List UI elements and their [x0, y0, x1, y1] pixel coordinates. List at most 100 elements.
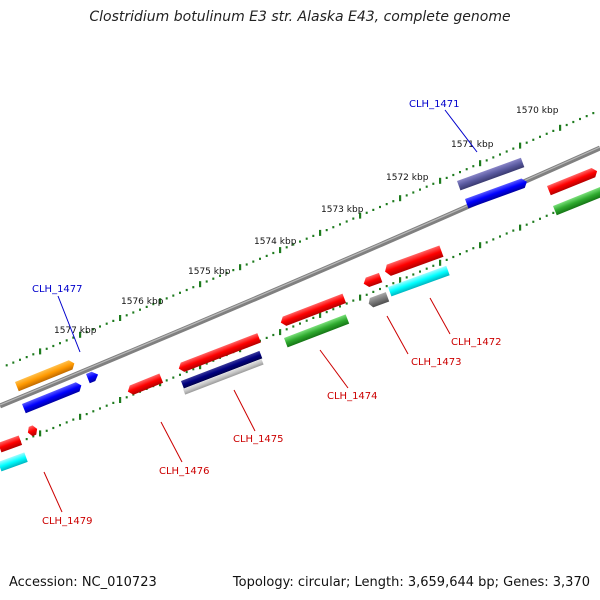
minor-tick: [92, 410, 95, 413]
gene-blue-1471b[interactable]: [465, 177, 529, 209]
minor-tick: [452, 173, 455, 177]
gene-label-clh-1473[interactable]: CLH_1473: [411, 357, 462, 368]
gene-clh-1474[interactable]: [284, 314, 350, 348]
major-tick: [119, 315, 122, 321]
gene-label-clh-1474[interactable]: CLH_1474: [327, 391, 378, 402]
gene-label-clh-1475[interactable]: CLH_1475: [233, 434, 284, 445]
gene-clh-1477[interactable]: [86, 370, 100, 384]
minor-tick: [385, 203, 388, 206]
gene-blue[interactable]: [22, 381, 83, 414]
major-tick: [199, 363, 202, 370]
gene-label-clh-1476[interactable]: CLH_1476: [159, 466, 210, 477]
minor-tick: [179, 291, 181, 294]
minor-tick: [59, 424, 61, 427]
minor-tick: [72, 418, 75, 421]
major-tick: [319, 311, 322, 318]
minor-tick: [305, 237, 308, 240]
gene-label-clh-1479[interactable]: CLH_1479: [42, 516, 93, 527]
minor-tick: [172, 376, 175, 379]
minor-tick: [272, 251, 275, 255]
map-title: Clostridium botulinum E3 str. Alaska E43…: [89, 9, 511, 25]
minor-tick: [552, 129, 555, 132]
minor-tick: [365, 211, 368, 214]
minor-tick: [432, 182, 435, 185]
major-tick: [439, 259, 442, 266]
major-tick: [39, 430, 42, 437]
minor-tick: [185, 288, 188, 292]
gene-silver[interactable]: [183, 358, 264, 395]
gene-label-clh-1472[interactable]: CLH_1472: [451, 337, 502, 348]
minor-tick: [252, 260, 255, 263]
minor-tick: [305, 319, 308, 322]
minor-tick: [65, 339, 68, 342]
gene-red-right[interactable]: [547, 167, 599, 196]
major-tick: [479, 242, 482, 249]
major-tick: [39, 348, 42, 355]
minor-tick: [105, 322, 108, 325]
minor-tick: [412, 273, 415, 276]
inner-tick-row: [5, 194, 595, 449]
gene-clh-1471[interactable]: [457, 157, 525, 191]
gene-clh-1479[interactable]: [0, 452, 28, 472]
gene-clh-1476[interactable]: [126, 373, 164, 397]
minor-tick: [425, 185, 428, 188]
major-tick: [519, 142, 522, 149]
gene-red-small-1473[interactable]: [362, 272, 383, 289]
kbp-label: 1570 kbp: [516, 106, 559, 116]
gene-navy[interactable]: [181, 350, 263, 389]
minor-tick: [339, 305, 341, 308]
gene-red-left[interactable]: [0, 435, 23, 453]
minor-tick: [292, 243, 295, 246]
major-tick: [159, 298, 162, 305]
major-tick: [439, 177, 442, 184]
minor-tick: [512, 147, 515, 150]
major-tick: [359, 212, 362, 219]
minor-tick: [592, 112, 595, 115]
kbp-label: 1575 kbp: [188, 267, 231, 277]
minor-tick: [539, 135, 541, 138]
minor-tick: [112, 319, 115, 322]
gene-orange[interactable]: [15, 359, 76, 392]
minor-tick: [285, 328, 288, 331]
major-tick: [239, 264, 242, 271]
minor-tick: [532, 220, 535, 223]
minor-tick: [65, 421, 68, 424]
minor-tick: [312, 316, 315, 319]
minor-tick: [412, 191, 415, 194]
minor-tick: [525, 141, 528, 144]
gene-clh-1472[interactable]: [388, 265, 450, 297]
major-tick: [399, 195, 402, 202]
minor-tick: [372, 290, 375, 293]
minor-tick: [545, 214, 548, 217]
minor-tick: [45, 429, 48, 432]
major-tick: [399, 277, 402, 284]
minor-tick: [32, 435, 35, 438]
minor-tick: [232, 269, 235, 272]
gene-red-small-left[interactable]: [26, 424, 39, 437]
minor-tick: [325, 229, 328, 232]
minor-tick: [85, 413, 88, 416]
minor-tick: [499, 153, 501, 156]
gene-clh-1475[interactable]: [177, 333, 261, 373]
minor-tick: [532, 138, 535, 141]
minor-tick: [165, 379, 168, 382]
gene-red-1472[interactable]: [383, 245, 444, 277]
minor-tick: [99, 325, 101, 328]
minor-tick: [539, 217, 541, 220]
gene-clh-1473[interactable]: [367, 292, 390, 308]
kbp-label: 1574 kbp: [254, 237, 297, 247]
minor-tick: [259, 257, 261, 260]
minor-tick: [425, 267, 428, 270]
minor-tick: [525, 223, 528, 226]
gene-label-clh-1477[interactable]: CLH_1477: [32, 284, 83, 295]
gene-green-right[interactable]: [553, 186, 600, 216]
minor-tick: [272, 333, 275, 337]
gene-label-clh-1471[interactable]: CLH_1471: [409, 99, 460, 110]
minor-tick: [312, 234, 315, 237]
major-tick: [79, 331, 82, 338]
minor-tick: [472, 247, 475, 250]
minor-tick: [185, 370, 188, 374]
gene-red-1474[interactable]: [279, 293, 347, 328]
minor-tick: [192, 286, 195, 289]
